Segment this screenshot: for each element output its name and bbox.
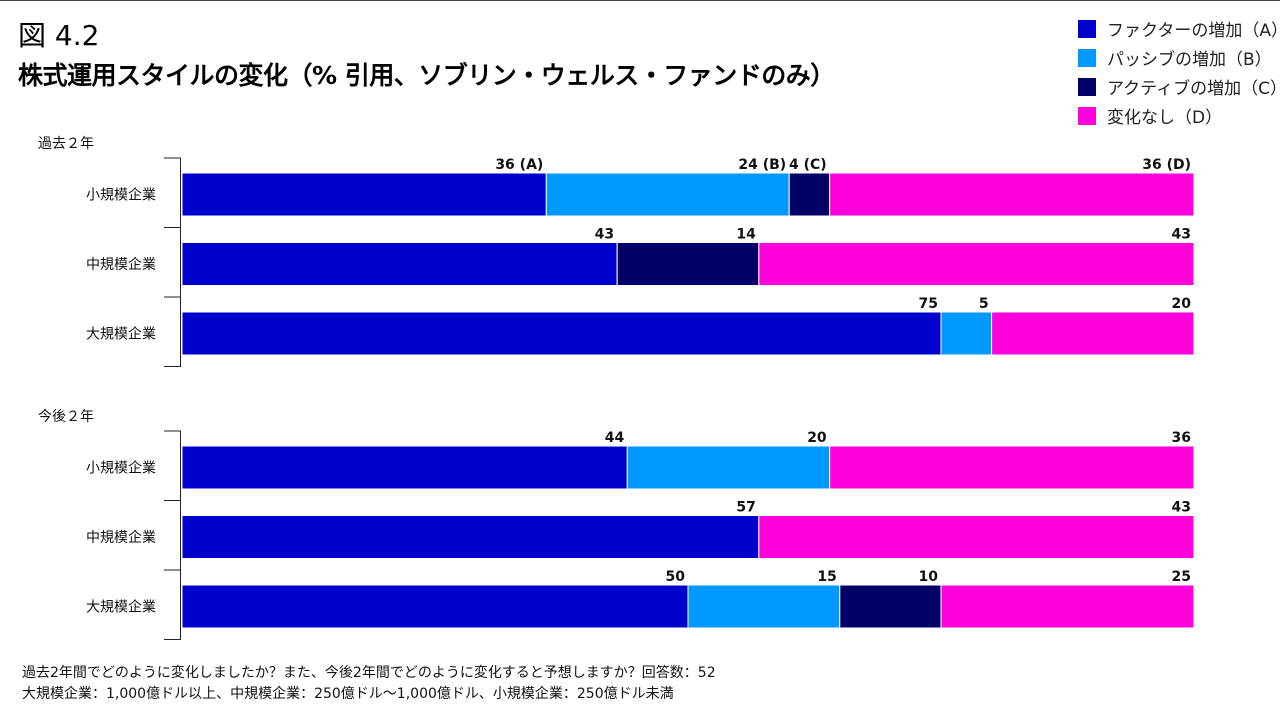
data-label: 36 (A)	[495, 157, 543, 173]
bar-segment-d	[829, 172, 1195, 217]
category-label: 大規模企業	[86, 599, 156, 616]
data-label: 15	[817, 569, 836, 585]
bar-segment-c	[788, 172, 831, 217]
data-label: 14	[736, 227, 756, 243]
bar-segment-c	[616, 242, 760, 286]
bar-segment-d	[829, 445, 1195, 490]
group-label-1: 今後２年	[38, 409, 94, 425]
category-label: 小規模企業	[86, 460, 156, 477]
data-label: 25	[1172, 569, 1191, 585]
bar-segment-a	[181, 515, 760, 559]
footnote-survey: 過去2年間でどのように変化しましたか？また、今後2年間でどのように変化すると予想…	[22, 665, 716, 681]
data-label: 20	[807, 430, 827, 446]
legend-swatch-b	[1078, 48, 1096, 67]
bar-segment-d	[991, 311, 1195, 356]
data-label: 20	[1172, 296, 1192, 312]
data-label: 43	[595, 227, 614, 243]
data-label: 5	[979, 296, 989, 312]
legend: ファクターの増加（A） パッシブの増加（B） アクティブの増加（C） 変化なし（…	[1078, 14, 1280, 130]
legend-item-d: 変化なし（D）	[1078, 101, 1280, 130]
bar-segment-a	[181, 242, 618, 286]
bar-segment-a	[181, 584, 689, 629]
footnote-size-definitions: 大規模企業：1,000億ドル以上、中規模企業：250億ドル～1,000億ドル、小…	[22, 686, 674, 702]
bar-segment-d	[940, 584, 1195, 629]
figure-label: 図 4.2	[18, 19, 100, 52]
bar-segment-d	[758, 242, 1195, 286]
chart-title: 株式運用スタイルの変化（% 引用、ソブリン・ウェルス・ファンドのみ）	[18, 61, 835, 90]
legend-swatch-c	[1078, 77, 1096, 96]
legend-label-d: 変化なし（D）	[1107, 108, 1223, 128]
bar-segment-a	[181, 445, 628, 490]
data-label: 10	[919, 569, 939, 585]
data-label: 43	[1172, 227, 1191, 243]
bar-segment-b	[940, 311, 993, 356]
category-label: 中規模企業	[86, 529, 156, 546]
group-label-0: 過去２年	[38, 136, 94, 152]
bar-segment-d	[758, 515, 1195, 559]
data-label: 36 (D)	[1142, 157, 1191, 173]
data-label: 24 (B)	[738, 157, 786, 173]
bar-segment-a	[181, 311, 942, 356]
legend-label-a: ファクターの増加（A）	[1107, 21, 1280, 41]
data-label: 57	[736, 500, 755, 516]
bar-segment-b	[687, 584, 841, 629]
legend-label-c: アクティブの増加（C）	[1107, 79, 1280, 99]
bar-segment-c	[839, 584, 942, 629]
legend-swatch-a	[1078, 19, 1096, 38]
footnotes: 過去2年間でどのように変化しましたか？また、今後2年間でどのように変化すると予想…	[22, 663, 716, 705]
legend-swatch-d	[1078, 106, 1096, 125]
category-label: 小規模企業	[86, 187, 156, 204]
data-label: 36	[1172, 430, 1191, 446]
data-label: 4 (C)	[789, 157, 827, 173]
legend-item-a: ファクターの増加（A）	[1078, 14, 1280, 43]
bar-segment-a	[181, 172, 547, 217]
category-label: 大規模企業	[86, 326, 156, 343]
legend-item-c: アクティブの増加（C）	[1078, 72, 1280, 101]
bar-segment-b	[545, 172, 790, 217]
legend-item-b: パッシブの増加（B）	[1078, 43, 1280, 72]
data-label: 43	[1172, 500, 1191, 516]
data-label: 50	[666, 569, 686, 585]
category-label: 中規模企業	[86, 256, 156, 273]
legend-label-b: パッシブの増加（B）	[1107, 50, 1272, 70]
top-border	[0, 0, 1280, 1]
data-label: 44	[605, 430, 625, 446]
bar-segment-b	[626, 445, 831, 490]
data-label: 75	[919, 296, 938, 312]
